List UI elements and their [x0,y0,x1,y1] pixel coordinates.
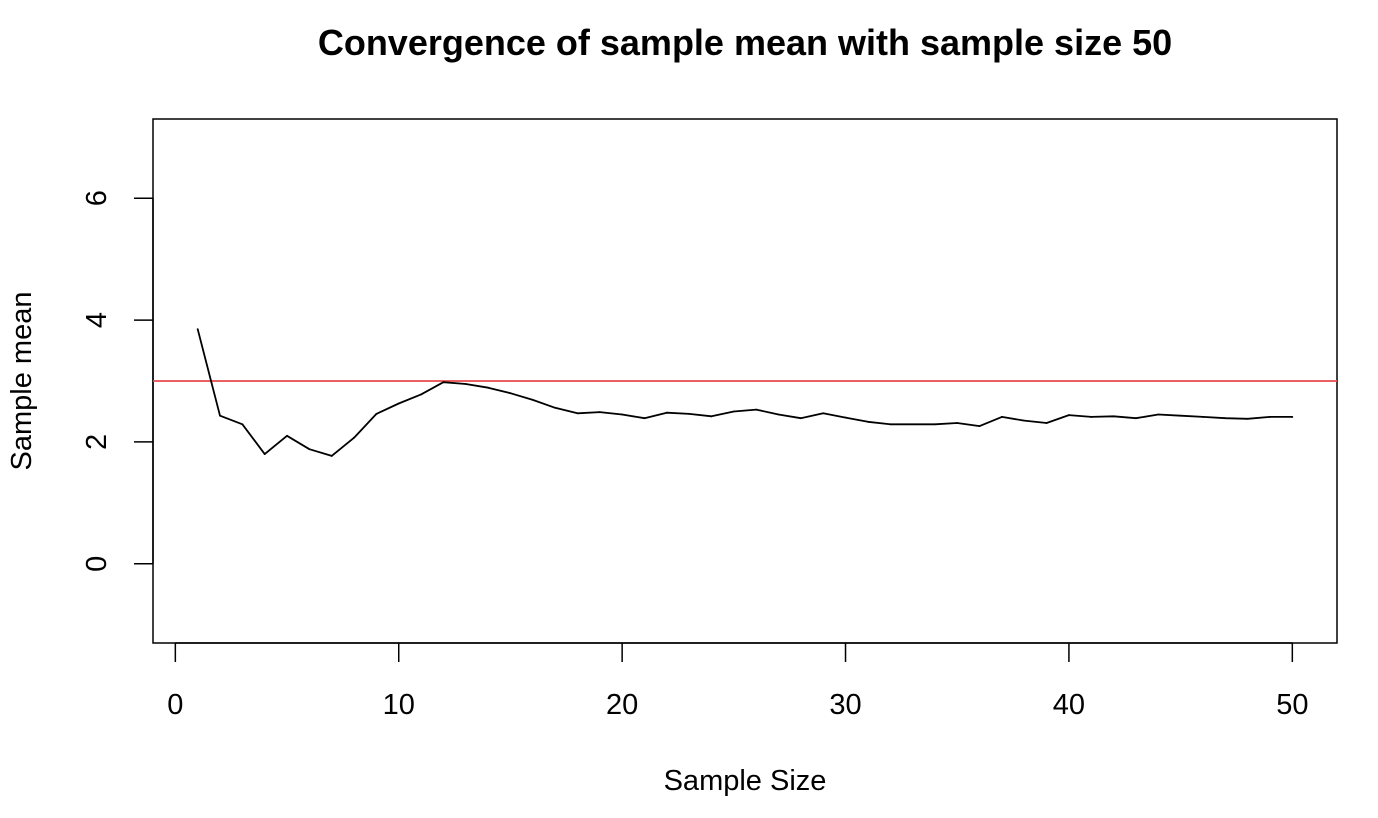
data-point [420,393,422,396]
data-point [219,414,221,417]
y-axis-label: Sample mean [6,292,38,471]
data-point [710,415,713,418]
data-point [933,423,936,426]
data-point [554,406,557,409]
data-point [799,417,802,420]
x-tick-label: 40 [1053,689,1085,721]
data-point [1068,414,1070,417]
data-point [643,417,646,420]
data-point [598,411,601,413]
data-point [442,381,445,384]
data-point [531,398,534,401]
data-point [665,411,668,414]
x-axis-label: Sample Size [664,765,827,797]
chart-title: Convergence of sample mean with sample s… [318,22,1172,63]
data-point [755,408,758,411]
data-point [911,423,914,426]
data-point [1135,417,1137,420]
data-point [844,416,847,419]
data-point [1224,417,1227,420]
data-point [1090,416,1093,418]
data-point [1269,416,1271,418]
data-point [956,422,959,424]
data-point [1246,417,1249,420]
data-point [1179,414,1182,417]
y-tick-label: 4 [81,312,113,328]
x-tick-label: 10 [383,689,415,721]
data-point [375,413,378,415]
data-point [1001,416,1003,418]
data-point [978,425,981,427]
data-point [487,386,489,389]
data-point [777,413,780,416]
x-tick-label: 0 [167,689,183,721]
data-point [353,436,355,439]
y-tick-label: 6 [81,190,113,206]
x-tick-label: 30 [829,689,861,721]
data-point [866,420,869,423]
data-point [1112,415,1115,418]
data-point [464,383,467,385]
data-point [688,413,691,415]
data-point [509,392,512,395]
y-tick-label: 0 [81,556,113,572]
x-tick-label: 20 [606,689,638,721]
data-point [263,453,266,456]
data-point [576,412,579,415]
data-point [330,455,333,457]
y-tick-label: 2 [81,434,113,450]
data-point [621,413,624,416]
data-point [1157,413,1160,416]
data-point [308,448,311,451]
data-point [241,423,244,426]
series-line [196,328,1293,457]
data-point [1291,416,1294,418]
data-point [196,328,199,331]
data-point [286,434,288,437]
data-point [1023,419,1026,422]
series-group [196,328,1294,457]
x-tick-label: 50 [1276,689,1308,721]
data-point [889,423,892,426]
data-point [822,412,825,415]
data-point [1202,416,1204,418]
data-point [397,402,400,405]
x-axis: 0 10 20 30 40 50 [167,642,1308,721]
data-point [732,410,735,413]
data-point [1045,422,1048,424]
y-axis: 0 2 4 6 [81,190,154,572]
